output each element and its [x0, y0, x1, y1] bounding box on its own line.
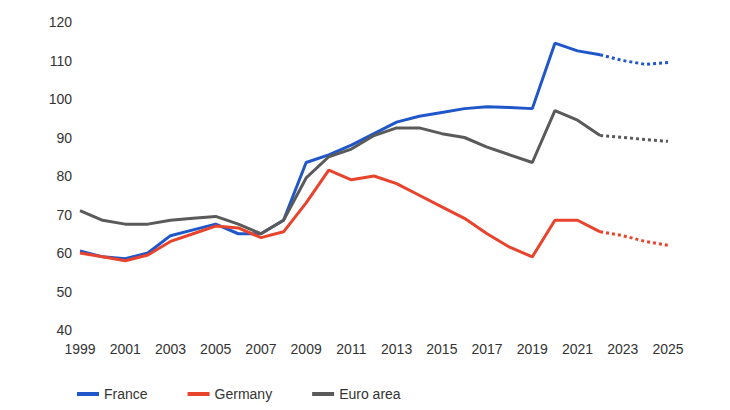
svg-text:Euro area: Euro area [339, 386, 401, 402]
svg-text:2019: 2019 [517, 341, 548, 357]
svg-text:2009: 2009 [291, 341, 322, 357]
svg-text:2023: 2023 [607, 341, 638, 357]
svg-text:2021: 2021 [562, 341, 593, 357]
svg-text:100: 100 [49, 91, 73, 107]
svg-text:2013: 2013 [381, 341, 412, 357]
svg-text:2015: 2015 [426, 341, 457, 357]
svg-text:80: 80 [56, 168, 72, 184]
svg-text:2011: 2011 [336, 341, 366, 357]
svg-text:60: 60 [56, 245, 72, 261]
svg-text:2001: 2001 [110, 341, 141, 357]
svg-text:50: 50 [56, 284, 72, 300]
svg-text:2003: 2003 [155, 341, 186, 357]
svg-text:2017: 2017 [471, 341, 502, 357]
svg-text:90: 90 [56, 130, 72, 146]
svg-text:2007: 2007 [245, 341, 276, 357]
svg-text:2005: 2005 [200, 341, 231, 357]
svg-text:1999: 1999 [64, 341, 95, 357]
svg-text:110: 110 [50, 53, 73, 69]
svg-text:120: 120 [49, 14, 73, 30]
svg-text:40: 40 [56, 322, 72, 338]
svg-text:France: France [104, 386, 148, 402]
svg-text:Germany: Germany [215, 386, 273, 402]
svg-text:2025: 2025 [652, 341, 683, 357]
svg-text:70: 70 [56, 207, 72, 223]
